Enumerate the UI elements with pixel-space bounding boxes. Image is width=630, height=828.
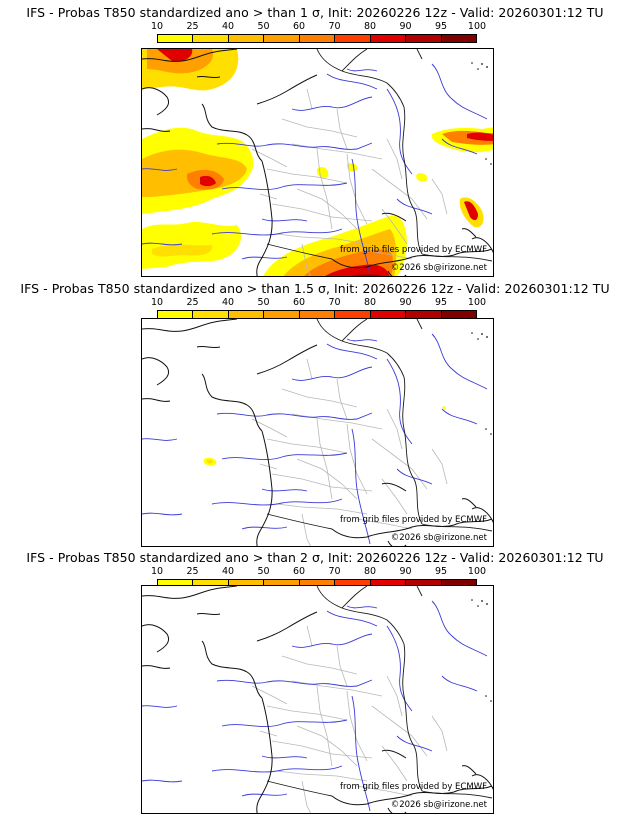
colorbar-tick: 80 bbox=[363, 566, 377, 577]
colorbar-segment bbox=[299, 35, 336, 42]
map-panel-1: IFS - Probas T850 standardized ano > tha… bbox=[0, 0, 630, 280]
probability-shading bbox=[142, 49, 493, 276]
colorbar-tick: 95 bbox=[434, 21, 448, 32]
colorbar-tick: 50 bbox=[257, 21, 270, 32]
colorbar-segment bbox=[193, 580, 229, 587]
colorbar-ticks: 10 25 40 50 60 70 80 90 95 100 bbox=[151, 297, 486, 309]
colorbar-tick: 90 bbox=[399, 297, 412, 308]
colorbar-ticks: 10 25 40 50 60 70 80 90 95 100 bbox=[151, 21, 486, 33]
colorbar-tick: 10 bbox=[150, 566, 164, 577]
colorbar-tick: 95 bbox=[434, 566, 448, 577]
colorbar-segment bbox=[193, 311, 229, 318]
panel-title: IFS - Probas T850 standardized ano > tha… bbox=[26, 550, 604, 565]
map-canvas bbox=[142, 49, 493, 276]
colorbar-segment bbox=[441, 580, 476, 587]
panel-title: IFS - Probas T850 standardized ano > tha… bbox=[20, 281, 610, 296]
colorbar-segment bbox=[370, 35, 407, 42]
colorbar-tick: 100 bbox=[467, 21, 487, 32]
colorbar-tick: 10 bbox=[150, 21, 164, 32]
probability-map: from grib files provided by ECMWF ©2026 … bbox=[141, 585, 494, 814]
colorbar-segment bbox=[335, 580, 371, 587]
colorbar-tick: 90 bbox=[399, 566, 412, 577]
colorbar-segment bbox=[441, 311, 476, 318]
source-credit: from grib files provided by ECMWF bbox=[340, 515, 487, 525]
probability-shading bbox=[203, 406, 447, 466]
colorbar-tick: 60 bbox=[292, 297, 306, 308]
colorbar-segment bbox=[406, 580, 442, 587]
colorbar-tick: 70 bbox=[328, 21, 341, 32]
colorbar-segment bbox=[228, 311, 265, 318]
copyright-credit: ©2026 sb@irizone.net bbox=[390, 533, 487, 543]
map-canvas bbox=[142, 319, 493, 546]
colorbar-segment bbox=[264, 580, 300, 587]
colorbar-tick: 40 bbox=[221, 21, 235, 32]
colorbar-tick: 25 bbox=[186, 21, 199, 32]
colorbar-ticks: 10 25 40 50 60 70 80 90 95 100 bbox=[151, 566, 486, 578]
colorbar-tick: 40 bbox=[221, 566, 235, 577]
probability-map: from grib files provided by ECMWF ©2026 … bbox=[141, 318, 494, 547]
colorbar-tick: 80 bbox=[363, 21, 377, 32]
colorbar-segment bbox=[158, 35, 194, 42]
colorbar-segment bbox=[370, 580, 407, 587]
colorbar-segment bbox=[299, 580, 336, 587]
colorbar-segment bbox=[228, 35, 265, 42]
colorbar-tick: 50 bbox=[257, 297, 270, 308]
colorbar-segment bbox=[193, 35, 229, 42]
colorbar-segment bbox=[335, 311, 371, 318]
colorbar-segment bbox=[299, 311, 336, 318]
colorbar-tick: 100 bbox=[467, 297, 487, 308]
colorbar-tick: 25 bbox=[186, 566, 199, 577]
colorbar-tick: 70 bbox=[328, 566, 341, 577]
colorbar-segment bbox=[406, 35, 442, 42]
probability-map: from grib files provided by ECMWF ©2026 … bbox=[141, 48, 494, 277]
source-credit: from grib files provided by ECMWF bbox=[340, 245, 487, 255]
map-panel-2: IFS - Probas T850 standardized ano > tha… bbox=[0, 276, 630, 548]
colorbar-segment bbox=[264, 311, 300, 318]
colorbar-segment bbox=[370, 311, 407, 318]
source-credit: from grib files provided by ECMWF bbox=[340, 782, 487, 792]
colorbar-tick: 25 bbox=[186, 297, 199, 308]
colorbar-tick: 50 bbox=[257, 566, 270, 577]
colorbar-tick: 70 bbox=[328, 297, 341, 308]
colorbar-tick: 60 bbox=[292, 21, 306, 32]
colorbar-segment bbox=[158, 580, 194, 587]
colorbar-segment bbox=[441, 35, 476, 42]
copyright-credit: ©2026 sb@irizone.net bbox=[390, 800, 487, 810]
colorbar bbox=[157, 34, 477, 43]
copyright-credit: ©2026 sb@irizone.net bbox=[390, 263, 487, 273]
colorbar-tick: 95 bbox=[434, 297, 448, 308]
map-panel-3: IFS - Probas T850 standardized ano > tha… bbox=[0, 545, 630, 828]
map-canvas bbox=[142, 586, 493, 813]
colorbar-segment bbox=[158, 311, 194, 318]
colorbar-tick: 80 bbox=[363, 297, 377, 308]
colorbar-segment bbox=[228, 580, 265, 587]
colorbar-segment bbox=[264, 35, 300, 42]
colorbar-tick: 10 bbox=[150, 297, 164, 308]
colorbar-tick: 40 bbox=[221, 297, 235, 308]
colorbar-segment bbox=[406, 311, 442, 318]
colorbar-tick: 90 bbox=[399, 21, 412, 32]
colorbar-segment bbox=[335, 35, 371, 42]
colorbar-tick: 60 bbox=[292, 566, 306, 577]
panel-title: IFS - Probas T850 standardized ano > tha… bbox=[26, 5, 604, 20]
colorbar-tick: 100 bbox=[467, 566, 487, 577]
